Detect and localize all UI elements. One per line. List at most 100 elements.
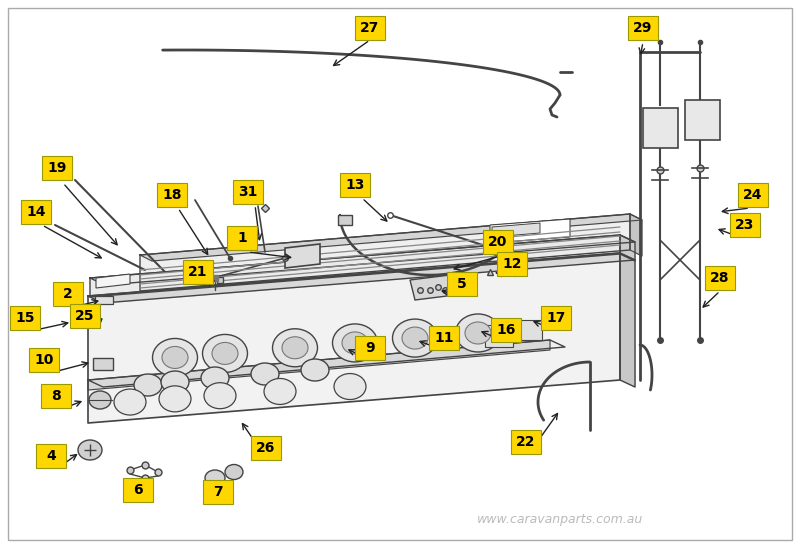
Ellipse shape [282, 337, 308, 359]
FancyBboxPatch shape [491, 318, 521, 342]
Text: 12: 12 [502, 257, 522, 271]
Text: 15: 15 [15, 311, 34, 325]
FancyBboxPatch shape [355, 16, 385, 40]
FancyBboxPatch shape [355, 336, 385, 360]
Text: 11: 11 [434, 331, 454, 345]
Polygon shape [410, 275, 455, 300]
Polygon shape [90, 235, 635, 285]
Text: 8: 8 [51, 389, 61, 403]
FancyBboxPatch shape [157, 183, 187, 207]
FancyBboxPatch shape [36, 444, 66, 468]
FancyBboxPatch shape [511, 430, 541, 454]
FancyBboxPatch shape [70, 304, 100, 328]
Ellipse shape [89, 391, 111, 409]
FancyBboxPatch shape [738, 183, 768, 207]
Text: 29: 29 [634, 21, 653, 35]
FancyBboxPatch shape [29, 348, 59, 372]
Text: 23: 23 [735, 218, 754, 232]
Text: 14: 14 [26, 205, 46, 219]
Polygon shape [88, 253, 620, 423]
Text: 17: 17 [546, 311, 566, 325]
Text: 20: 20 [488, 235, 508, 249]
Text: 19: 19 [47, 161, 66, 175]
Ellipse shape [251, 363, 279, 385]
Text: 28: 28 [710, 271, 730, 285]
FancyBboxPatch shape [183, 260, 213, 284]
Polygon shape [285, 244, 320, 268]
Polygon shape [88, 340, 565, 387]
Text: 18: 18 [162, 188, 182, 202]
Ellipse shape [225, 465, 243, 480]
Ellipse shape [161, 371, 189, 393]
FancyBboxPatch shape [233, 180, 263, 204]
Polygon shape [96, 274, 130, 288]
Text: 25: 25 [75, 309, 94, 323]
FancyBboxPatch shape [227, 226, 257, 250]
Ellipse shape [153, 339, 198, 376]
Text: www.caravanparts.com.au: www.caravanparts.com.au [477, 513, 643, 527]
FancyBboxPatch shape [203, 480, 233, 504]
Ellipse shape [264, 379, 296, 404]
Text: 5: 5 [457, 277, 467, 291]
Polygon shape [620, 235, 635, 261]
FancyBboxPatch shape [497, 252, 527, 276]
Ellipse shape [205, 470, 225, 486]
Ellipse shape [114, 389, 146, 415]
FancyBboxPatch shape [483, 230, 513, 254]
FancyBboxPatch shape [21, 200, 51, 224]
Text: 27: 27 [360, 21, 380, 35]
Ellipse shape [134, 374, 162, 396]
Ellipse shape [78, 440, 102, 460]
Ellipse shape [393, 319, 438, 357]
Text: 1: 1 [237, 231, 247, 245]
Polygon shape [490, 219, 570, 243]
FancyBboxPatch shape [541, 306, 571, 330]
FancyBboxPatch shape [447, 272, 477, 296]
Ellipse shape [162, 346, 188, 368]
Ellipse shape [212, 342, 238, 364]
FancyBboxPatch shape [42, 156, 72, 180]
Polygon shape [140, 214, 630, 291]
Ellipse shape [204, 383, 236, 409]
Ellipse shape [201, 367, 229, 389]
Ellipse shape [334, 374, 366, 399]
Text: 16: 16 [496, 323, 516, 337]
Polygon shape [88, 253, 635, 303]
FancyBboxPatch shape [705, 266, 735, 290]
Polygon shape [685, 100, 720, 140]
Polygon shape [90, 235, 620, 297]
Text: 7: 7 [213, 485, 223, 499]
Bar [95, 296, 113, 304]
Ellipse shape [465, 322, 491, 344]
Text: 4: 4 [46, 449, 56, 463]
Polygon shape [620, 253, 635, 387]
FancyBboxPatch shape [10, 306, 40, 330]
Text: 9: 9 [365, 341, 375, 355]
Text: 21: 21 [188, 265, 208, 279]
Polygon shape [643, 108, 678, 148]
FancyBboxPatch shape [53, 282, 83, 306]
Text: 13: 13 [346, 178, 365, 192]
Text: 2: 2 [63, 287, 73, 301]
FancyBboxPatch shape [41, 384, 71, 408]
Bar [520, 320, 542, 340]
Ellipse shape [342, 332, 368, 354]
Bar [93, 358, 113, 370]
Text: 22: 22 [516, 435, 536, 449]
Ellipse shape [402, 327, 428, 349]
Polygon shape [630, 214, 642, 256]
FancyBboxPatch shape [251, 436, 281, 460]
Text: 10: 10 [34, 353, 54, 367]
Bar [485, 325, 513, 347]
FancyBboxPatch shape [730, 213, 760, 237]
Polygon shape [140, 214, 642, 261]
FancyBboxPatch shape [340, 173, 370, 197]
Ellipse shape [202, 334, 247, 373]
Ellipse shape [273, 329, 318, 367]
Polygon shape [88, 340, 550, 390]
Text: 24: 24 [743, 188, 762, 202]
FancyBboxPatch shape [123, 478, 153, 502]
Ellipse shape [159, 386, 191, 412]
FancyBboxPatch shape [628, 16, 658, 40]
Text: 31: 31 [238, 185, 258, 199]
